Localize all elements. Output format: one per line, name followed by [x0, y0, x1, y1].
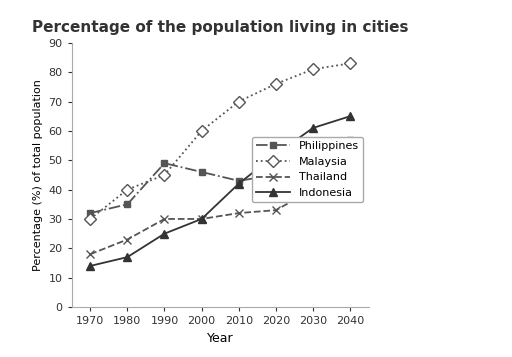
- Y-axis label: Percentage (%) of total population: Percentage (%) of total population: [33, 79, 43, 271]
- Malaysia: [310, 67, 316, 71]
- Indonesia: [124, 255, 131, 259]
- Malaysia: [199, 129, 205, 133]
- Legend: Philippines, Malaysia, Thailand, Indonesia: Philippines, Malaysia, Thailand, Indones…: [252, 137, 363, 202]
- Philippines: [347, 137, 353, 142]
- Thailand: [273, 208, 279, 212]
- Indonesia: [87, 264, 93, 268]
- Line: Philippines: Philippines: [87, 136, 354, 217]
- Philippines: [273, 173, 279, 177]
- Philippines: [124, 202, 131, 206]
- Malaysia: [273, 82, 279, 86]
- Thailand: [199, 217, 205, 221]
- Philippines: [161, 161, 167, 165]
- Indonesia: [347, 114, 353, 119]
- Malaysia: [124, 187, 131, 192]
- Malaysia: [161, 173, 167, 177]
- Philippines: [87, 211, 93, 215]
- Thailand: [347, 158, 353, 162]
- Malaysia: [87, 217, 93, 221]
- Thailand: [236, 211, 242, 215]
- Title: Percentage of the population living in cities: Percentage of the population living in c…: [32, 20, 409, 35]
- Line: Malaysia: Malaysia: [86, 59, 354, 223]
- X-axis label: Year: Year: [207, 332, 233, 345]
- Line: Indonesia: Indonesia: [86, 112, 354, 270]
- Philippines: [199, 170, 205, 174]
- Philippines: [236, 178, 242, 183]
- Malaysia: [347, 61, 353, 66]
- Malaysia: [236, 99, 242, 104]
- Indonesia: [310, 126, 316, 130]
- Indonesia: [161, 231, 167, 236]
- Indonesia: [273, 152, 279, 156]
- Philippines: [310, 155, 316, 160]
- Line: Thailand: Thailand: [86, 156, 354, 258]
- Indonesia: [199, 217, 205, 221]
- Thailand: [310, 187, 316, 192]
- Thailand: [87, 252, 93, 256]
- Thailand: [161, 217, 167, 221]
- Indonesia: [236, 182, 242, 186]
- Thailand: [124, 237, 131, 242]
